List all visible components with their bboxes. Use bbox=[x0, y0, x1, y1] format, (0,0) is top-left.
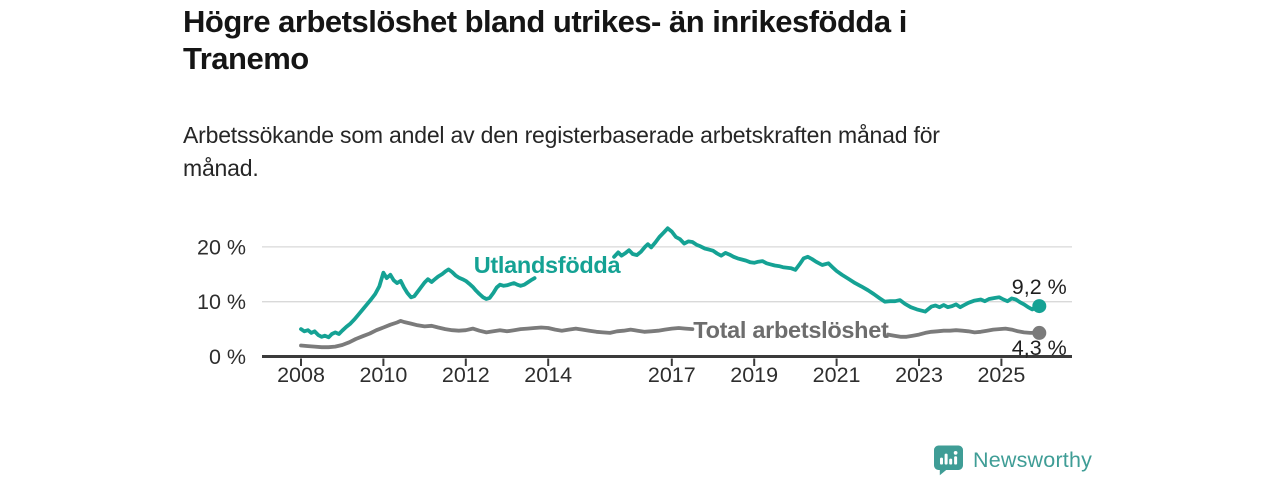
speech-bubble-shape bbox=[934, 445, 963, 476]
y-tick-label-0: 0 % bbox=[209, 345, 246, 369]
x-tick-label-2010: 2010 bbox=[359, 363, 407, 387]
x-tick-label-2023: 2023 bbox=[895, 363, 943, 387]
x-tick-label-2025: 2025 bbox=[977, 363, 1025, 387]
x-tick-label-2008: 2008 bbox=[277, 363, 325, 387]
chart-title: Högre arbetslöshet bland utrikes- än inr… bbox=[183, 4, 907, 76]
x-tick-label-2014: 2014 bbox=[524, 363, 572, 387]
newsworthy-logo-icon bbox=[934, 445, 963, 476]
exclamation-dot bbox=[953, 451, 958, 455]
y-tick-label-10: 10 % bbox=[197, 290, 246, 314]
series-label-utlandsfodda: Utlandsfödda bbox=[474, 252, 622, 278]
x-tick-label-2021: 2021 bbox=[813, 363, 861, 387]
series-end-dot-utlandsfodda bbox=[1032, 299, 1047, 314]
y-tick-label-20: 20 % bbox=[197, 235, 246, 259]
series-line-total bbox=[299, 319, 1042, 350]
newsworthy-logo-text: Newsworthy bbox=[973, 447, 1093, 472]
newsworthy-logo: Newsworthy bbox=[933, 444, 1092, 476]
x-tick-label-2012: 2012 bbox=[442, 363, 490, 387]
chart-subtitle: Arbetssökande som andel av den registerb… bbox=[183, 122, 940, 181]
series-end-label-utlandsfodda: 9,2 % bbox=[1012, 275, 1067, 299]
series-end-dot-total bbox=[1032, 325, 1047, 340]
x-tick-label-2019: 2019 bbox=[730, 363, 778, 387]
series-label-total: Total arbetslöshet bbox=[693, 317, 889, 343]
x-tick-label-2017: 2017 bbox=[648, 363, 696, 387]
bar-chart-glyph bbox=[940, 451, 958, 465]
series-line-utlandsfodda bbox=[299, 226, 1042, 340]
series-end-label-total: 4,3 % bbox=[1012, 336, 1067, 360]
